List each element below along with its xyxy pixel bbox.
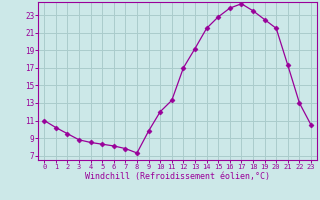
- X-axis label: Windchill (Refroidissement éolien,°C): Windchill (Refroidissement éolien,°C): [85, 172, 270, 181]
